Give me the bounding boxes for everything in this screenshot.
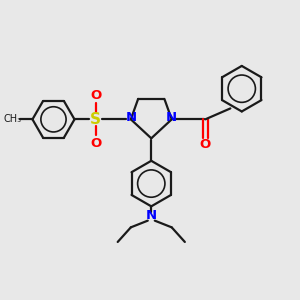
Text: O: O bbox=[90, 137, 101, 150]
Text: N: N bbox=[166, 111, 177, 124]
Text: O: O bbox=[90, 88, 101, 102]
Text: S: S bbox=[90, 112, 101, 127]
Text: O: O bbox=[200, 138, 211, 151]
Text: N: N bbox=[125, 111, 136, 124]
Text: N: N bbox=[146, 209, 157, 222]
Text: CH₃: CH₃ bbox=[4, 114, 22, 124]
